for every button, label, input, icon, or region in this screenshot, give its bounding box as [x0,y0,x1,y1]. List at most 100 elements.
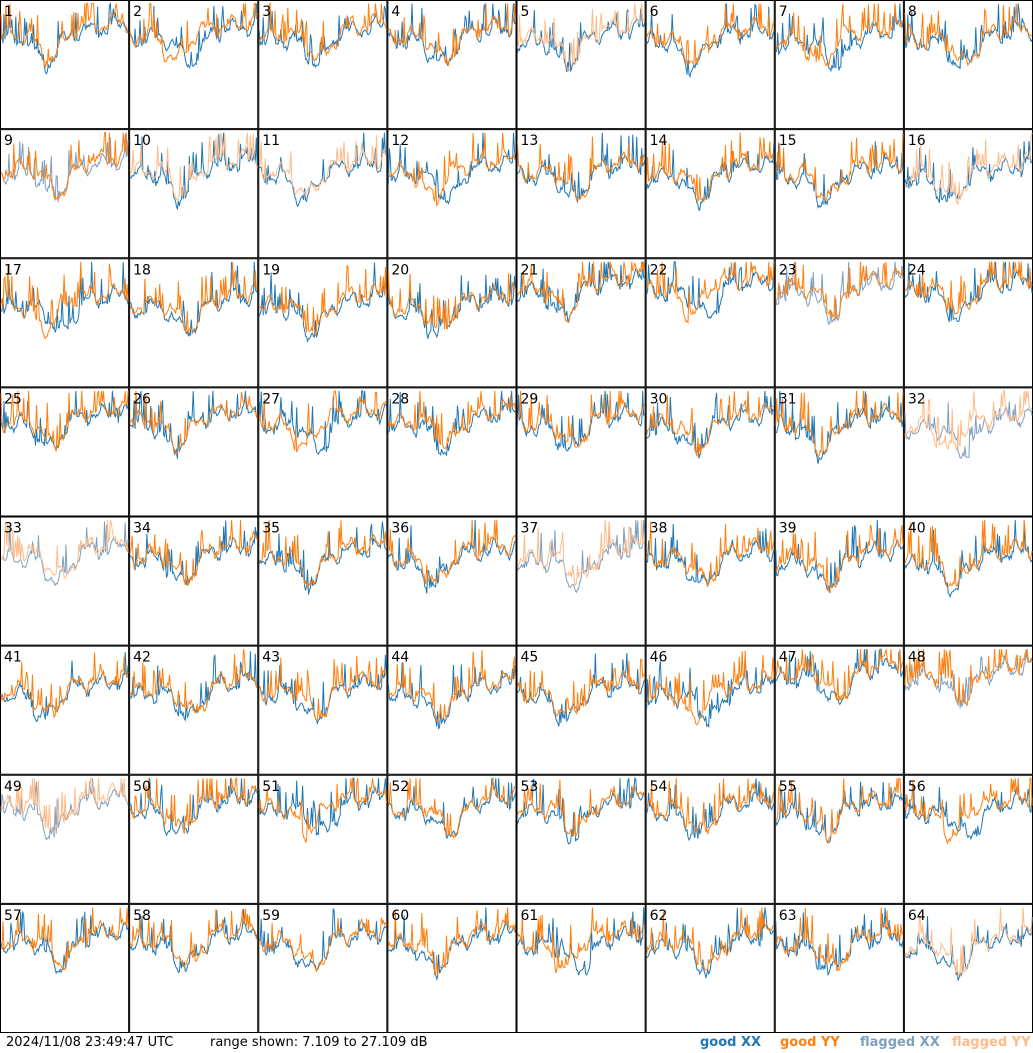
panel-22: 22 [645,258,775,388]
panel-frame [387,129,517,259]
panel-label: 62 [650,908,668,924]
panel-frame [903,903,1033,1033]
panel-label: 13 [521,133,539,149]
series-xx-good [517,652,646,727]
panel-32: 32 [903,387,1033,517]
series-yy-good [904,649,1033,707]
series-yy-good [517,658,646,717]
panel-label: 53 [521,779,539,795]
panel-64: 64 [903,903,1033,1033]
series-xx-good [904,519,1033,599]
panel-63: 63 [774,903,904,1033]
panel-28: 28 [387,387,517,517]
series-yy-flagged [0,777,129,835]
panel-13: 13 [516,129,646,259]
panel-30: 30 [645,387,775,517]
series-yy-flagged [0,519,129,579]
panel-label: 10 [133,133,151,149]
panel-18: 18 [129,258,259,388]
series-xx-good [517,261,645,323]
panel-label: 24 [908,262,926,278]
series-yy-good [646,132,774,204]
panel-frame [129,129,259,259]
series-yy-flagged [129,132,258,202]
panel-27: 27 [258,387,388,517]
panel-16: 16 [903,129,1033,259]
panel-label: 48 [908,650,926,666]
panel-label: 20 [391,262,409,278]
panel-frame [387,645,517,775]
series-yy-good [387,650,516,723]
panel-2: 2 [129,0,259,130]
panel-frame [129,516,259,646]
legend-flagged-xx: flagged XX [860,1035,940,1050]
series-xx-flagged [0,133,129,203]
panel-label: 32 [908,391,926,407]
series-yy-good [129,777,258,835]
panel-label: 33 [4,521,22,537]
panel-label: 47 [779,650,797,666]
panel-1: 1 [0,0,130,130]
panel-41: 41 [0,645,130,775]
series-xx-good [1,261,129,333]
series-yy-good [129,649,258,714]
panel-frame [387,903,517,1033]
panel-label: 31 [779,391,797,407]
series-xx-good [517,132,646,204]
panel-frame [903,129,1033,259]
panel-label: 52 [391,779,409,795]
panel-52: 52 [387,774,517,904]
panel-23: 23 [774,258,904,388]
series-xx-good [904,785,1033,841]
panel-label: 17 [4,262,22,278]
panel-5: 5 [516,0,646,130]
series-yy-good [775,524,904,592]
series-yy-good [646,778,775,835]
panel-frame [258,129,388,259]
series-xx-good [258,521,387,595]
panel-label: 26 [133,391,151,407]
panel-label: 5 [521,4,530,20]
series-yy-good [129,519,258,586]
panel-frame [903,774,1033,904]
panel-45: 45 [516,645,646,775]
series-xx-flagged [517,519,646,594]
panel-label: 27 [262,391,280,407]
series-yy-good [388,778,516,839]
panel-label: 18 [133,262,151,278]
series-yy-good [0,390,129,452]
series-yy-good [646,650,775,726]
panel-35: 35 [258,516,388,646]
series-yy-flagged [904,390,1033,451]
panel-label: 49 [4,779,22,795]
panel-25: 25 [0,387,130,517]
series-yy-good [258,390,387,453]
panel-40: 40 [903,516,1033,646]
series-xx-good [258,777,387,836]
range-label: range shown: 7.109 to 27.109 dB [210,1035,428,1050]
panel-36: 36 [387,516,517,646]
series-yy-good [129,262,258,335]
series-xx-flagged [775,261,904,326]
series-xx-good [387,2,516,67]
panel-15: 15 [774,129,904,259]
panel-label: 39 [779,521,797,537]
series-yy-good [517,779,646,838]
panel-label: 57 [4,908,22,924]
series-xx-good [0,911,129,975]
series-xx-good [646,778,775,842]
series-yy-good [646,3,775,66]
series-yy-good [387,390,516,449]
series-yy-good [258,778,387,843]
panel-55: 55 [774,774,904,904]
panel-label: 21 [521,262,539,278]
panel-9: 9 [0,129,130,259]
panel-label: 2 [133,4,142,20]
series-yy-good [775,649,904,702]
panel-3: 3 [258,0,388,130]
panel-54: 54 [645,774,775,904]
series-yy-flagged [904,907,1033,978]
panel-43: 43 [258,645,388,775]
footer: 2024/11/08 23:49:47 UTC range shown: 7.1… [0,1033,1033,1053]
series-yy-good [904,261,1033,315]
